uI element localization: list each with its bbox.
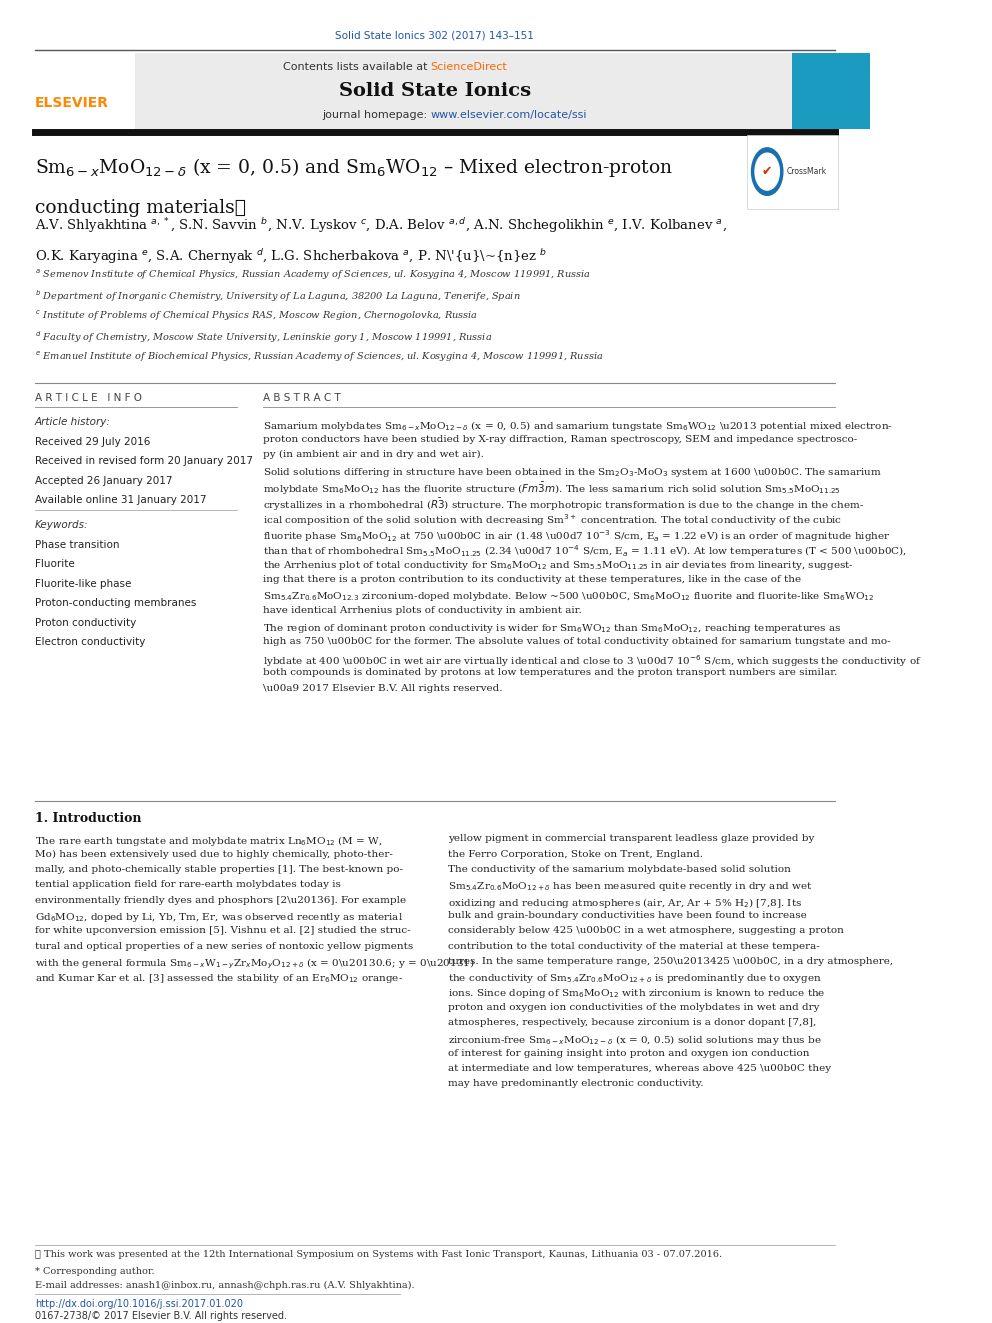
Text: than that of rhombohedral Sm$_{5.5}$MoO$_{11.25}$ (2.34 \u00d7 10$^{-4}$ S/cm, E: than that of rhombohedral Sm$_{5.5}$MoO$… bbox=[263, 544, 907, 560]
Text: lybdate at 400 \u00b0C in wet air are virtually identical and close to 3 \u00d7 : lybdate at 400 \u00b0C in wet air are vi… bbox=[263, 652, 922, 668]
Text: Electron conductivity: Electron conductivity bbox=[35, 638, 145, 647]
Text: Received in revised form 20 January 2017: Received in revised form 20 January 2017 bbox=[35, 456, 253, 466]
Text: ions. Since doping of Sm$_6$MoO$_{12}$ with zirconium is known to reduce the: ions. Since doping of Sm$_6$MoO$_{12}$ w… bbox=[448, 987, 825, 1000]
Text: tential application field for rare-earth molybdates today is: tential application field for rare-earth… bbox=[35, 880, 340, 889]
Text: both compounds is dominated by protons at low temperatures and the proton transp: both compounds is dominated by protons a… bbox=[263, 668, 837, 677]
Text: molybdate Sm$_6$MoO$_{12}$ has the fluorite structure ($Fm\bar{3}m$). The less s: molybdate Sm$_6$MoO$_{12}$ has the fluor… bbox=[263, 482, 840, 497]
Text: bulk and grain-boundary conductivities have been found to increase: bulk and grain-boundary conductivities h… bbox=[448, 912, 806, 919]
FancyBboxPatch shape bbox=[792, 53, 870, 130]
Circle shape bbox=[755, 153, 780, 191]
Text: considerably below 425 \u00b0C in a wet atmosphere, suggesting a proton: considerably below 425 \u00b0C in a wet … bbox=[448, 926, 844, 935]
Text: Phase transition: Phase transition bbox=[35, 540, 119, 549]
Text: environmentally friendly dyes and phosphors [2\u20136]. For example: environmentally friendly dyes and phosph… bbox=[35, 896, 406, 905]
Text: www.elsevier.com/locate/ssi: www.elsevier.com/locate/ssi bbox=[431, 110, 587, 120]
Text: Fluorite: Fluorite bbox=[35, 560, 74, 569]
Text: yellow pigment in commercial transparent leadless glaze provided by: yellow pigment in commercial transparent… bbox=[448, 835, 814, 843]
Text: oxidizing and reducing atmospheres (air, Ar, Ar + 5% H$_2$) [7,8]. Its: oxidizing and reducing atmospheres (air,… bbox=[448, 896, 803, 910]
Text: E-mail addresses: anash1@inbox.ru, annash@chph.ras.ru (A.V. Shlyakhtina).: E-mail addresses: anash1@inbox.ru, annas… bbox=[35, 1281, 415, 1290]
Text: zirconium-free Sm$_{6-x}$MoO$_{12-\delta}$ (x = 0, 0.5) solid solutions may thus: zirconium-free Sm$_{6-x}$MoO$_{12-\delta… bbox=[448, 1033, 821, 1048]
Text: ical composition of the solid solution with decreasing Sm$^{3+}$ concentration. : ical composition of the solid solution w… bbox=[263, 512, 842, 528]
Text: ✔: ✔ bbox=[762, 165, 773, 179]
Text: fluorite phase Sm$_6$MoO$_{12}$ at 750 \u00b0C in air (1.48 \u00d7 10$^{-3}$ S/c: fluorite phase Sm$_6$MoO$_{12}$ at 750 \… bbox=[263, 528, 890, 544]
Text: Gd$_6$MO$_{12}$, doped by Li, Yb, Tm, Er, was observed recently as material: Gd$_6$MO$_{12}$, doped by Li, Yb, Tm, Er… bbox=[35, 912, 403, 923]
Text: 0167-2738/© 2017 Elsevier B.V. All rights reserved.: 0167-2738/© 2017 Elsevier B.V. All right… bbox=[35, 1311, 287, 1320]
Text: * Corresponding author.: * Corresponding author. bbox=[35, 1267, 155, 1277]
Text: A.V. Shlyakhtina $^{a,*}$, S.N. Savvin $^{b}$, N.V. Lyskov $^{c}$, D.A. Belov $^: A.V. Shlyakhtina $^{a,*}$, S.N. Savvin $… bbox=[35, 217, 727, 235]
Text: crystallizes in a rhombohedral ($\bar{R3}$) structure. The morphotropic transfor: crystallizes in a rhombohedral ($\bar{R3… bbox=[263, 497, 864, 513]
Text: Sm$_{5.4}$Zr$_{0.6}$MoO$_{12+\delta}$ has been measured quite recently in dry an: Sm$_{5.4}$Zr$_{0.6}$MoO$_{12+\delta}$ ha… bbox=[448, 880, 812, 893]
Text: have identical Arrhenius plots of conductivity in ambient air.: have identical Arrhenius plots of conduc… bbox=[263, 606, 581, 615]
Text: ScienceDirect: ScienceDirect bbox=[431, 62, 507, 71]
Text: $^{b}$ Department of Inorganic Chemistry, University of La Laguna, 38200 La Lagu: $^{b}$ Department of Inorganic Chemistry… bbox=[35, 288, 521, 304]
Text: The rare earth tungstate and molybdate matrix Ln$_6$MO$_{12}$ (M = W,: The rare earth tungstate and molybdate m… bbox=[35, 835, 383, 848]
Text: for white upconversion emission [5]. Vishnu et al. [2] studied the struc-: for white upconversion emission [5]. Vis… bbox=[35, 926, 411, 935]
Text: Contents lists available at: Contents lists available at bbox=[283, 62, 431, 71]
Text: conducting materials☆: conducting materials☆ bbox=[35, 200, 246, 217]
Text: Sm$_{5.4}$Zr$_{0.6}$MoO$_{12.3}$ zirconium-doped molybdate. Below ~500 \u00b0C, : Sm$_{5.4}$Zr$_{0.6}$MoO$_{12.3}$ zirconi… bbox=[263, 590, 874, 603]
Text: at intermediate and low temperatures, whereas above 425 \u00b0C they: at intermediate and low temperatures, wh… bbox=[448, 1064, 831, 1073]
Text: Keywords:: Keywords: bbox=[35, 520, 88, 531]
Text: journal homepage:: journal homepage: bbox=[322, 110, 431, 120]
Text: Solid State Ionics 302 (2017) 143–151: Solid State Ionics 302 (2017) 143–151 bbox=[335, 30, 535, 41]
Text: mally, and photo-chemically stable properties [1]. The best-known po-: mally, and photo-chemically stable prope… bbox=[35, 865, 403, 875]
Text: $^{c}$ Institute of Problems of Chemical Physics RAS, Moscow Region, Chernogolov: $^{c}$ Institute of Problems of Chemical… bbox=[35, 308, 478, 323]
Text: Available online 31 January 2017: Available online 31 January 2017 bbox=[35, 495, 206, 505]
Text: Fluorite-like phase: Fluorite-like phase bbox=[35, 578, 131, 589]
Text: Received 29 July 2016: Received 29 July 2016 bbox=[35, 437, 150, 447]
FancyBboxPatch shape bbox=[135, 53, 792, 130]
FancyBboxPatch shape bbox=[747, 135, 837, 209]
Text: Accepted 26 January 2017: Accepted 26 January 2017 bbox=[35, 476, 173, 486]
Text: A B S T R A C T: A B S T R A C T bbox=[263, 393, 340, 404]
Text: proton and oxygen ion conductivities of the molybdates in wet and dry: proton and oxygen ion conductivities of … bbox=[448, 1003, 819, 1012]
Text: CrossMark: CrossMark bbox=[787, 167, 826, 176]
Text: A R T I C L E   I N F O: A R T I C L E I N F O bbox=[35, 393, 142, 404]
Text: of interest for gaining insight into proton and oxygen ion conduction: of interest for gaining insight into pro… bbox=[448, 1049, 809, 1057]
Text: and Kumar Kar et al. [3] assessed the stability of an Er$_6$MO$_{12}$ orange-: and Kumar Kar et al. [3] assessed the st… bbox=[35, 972, 403, 986]
Text: 1. Introduction: 1. Introduction bbox=[35, 812, 141, 824]
Text: The conductivity of the samarium molybdate-based solid solution: The conductivity of the samarium molybda… bbox=[448, 865, 791, 875]
Text: $^{a}$ Semenov Institute of Chemical Physics, Russian Academy of Sciences, ul. K: $^{a}$ Semenov Institute of Chemical Phy… bbox=[35, 269, 590, 282]
Text: may have predominantly electronic conductivity.: may have predominantly electronic conduc… bbox=[448, 1080, 703, 1089]
Text: high as 750 \u00b0C for the former. The absolute values of total conductivity ob: high as 750 \u00b0C for the former. The … bbox=[263, 638, 890, 646]
Text: The region of dominant proton conductivity is wider for Sm$_6$WO$_{12}$ than Sm$: The region of dominant proton conductivi… bbox=[263, 622, 841, 635]
Text: the Ferro Corporation, Stoke on Trent, England.: the Ferro Corporation, Stoke on Trent, E… bbox=[448, 849, 703, 859]
Text: tural and optical properties of a new series of nontoxic yellow pigments: tural and optical properties of a new se… bbox=[35, 942, 413, 950]
Text: Samarium molybdates Sm$_{6-x}$MoO$_{12-\delta}$ (x = 0, 0.5) and samarium tungst: Samarium molybdates Sm$_{6-x}$MoO$_{12-\… bbox=[263, 419, 893, 433]
Text: ing that there is a proton contribution to its conductivity at these temperature: ing that there is a proton contribution … bbox=[263, 574, 801, 583]
Text: Proton-conducting membranes: Proton-conducting membranes bbox=[35, 598, 196, 609]
Text: Sm$_{6-x}$MoO$_{12-\delta}$ (x = 0, 0.5) and Sm$_6$WO$_{12}$ – Mixed electron-pr: Sm$_{6-x}$MoO$_{12-\delta}$ (x = 0, 0.5)… bbox=[35, 156, 673, 179]
Text: the Arrhenius plot of total conductivity for Sm$_6$MoO$_{12}$ and Sm$_{5.5}$MoO$: the Arrhenius plot of total conductivity… bbox=[263, 560, 853, 573]
Text: \u00a9 2017 Elsevier B.V. All rights reserved.: \u00a9 2017 Elsevier B.V. All rights res… bbox=[263, 684, 502, 693]
Text: http://dx.doi.org/10.1016/j.ssi.2017.01.020: http://dx.doi.org/10.1016/j.ssi.2017.01.… bbox=[35, 1299, 243, 1308]
Text: Solid solutions differing in structure have been obtained in the Sm$_2$O$_3$-MoO: Solid solutions differing in structure h… bbox=[263, 466, 882, 479]
Text: ELSEVIER: ELSEVIER bbox=[35, 95, 108, 110]
Circle shape bbox=[752, 148, 783, 196]
Text: the conductivity of Sm$_{5.4}$Zr$_{0.6}$MoO$_{12+\delta}$ is predominantly due t: the conductivity of Sm$_{5.4}$Zr$_{0.6}$… bbox=[448, 972, 821, 986]
Text: Mo) has been extensively used due to highly chemically, photo-ther-: Mo) has been extensively used due to hig… bbox=[35, 849, 393, 859]
Text: contribution to the total conductivity of the material at these tempera-: contribution to the total conductivity o… bbox=[448, 942, 819, 950]
Text: proton conductors have been studied by X-ray diffraction, Raman spectroscopy, SE: proton conductors have been studied by X… bbox=[263, 435, 857, 443]
Text: Proton conductivity: Proton conductivity bbox=[35, 618, 136, 628]
Text: atmospheres, respectively, because zirconium is a donor dopant [7,8],: atmospheres, respectively, because zirco… bbox=[448, 1019, 816, 1027]
Text: ★ This work was presented at the 12th International Symposium on Systems with Fa: ★ This work was presented at the 12th In… bbox=[35, 1250, 722, 1259]
Text: py (in ambient air and in dry and wet air).: py (in ambient air and in dry and wet ai… bbox=[263, 450, 483, 459]
Text: Article history:: Article history: bbox=[35, 417, 111, 427]
Text: $^{d}$ Faculty of Chemistry, Moscow State University, Leninskie gory 1, Moscow 1: $^{d}$ Faculty of Chemistry, Moscow Stat… bbox=[35, 329, 492, 345]
Text: with the general formula Sm$_{6-x}$W$_{1-y}$Zr$_x$Mo$_y$O$_{12+\delta}$ (x = 0\u: with the general formula Sm$_{6-x}$W$_{1… bbox=[35, 957, 474, 971]
Text: O.K. Karyagina $^{e}$, S.A. Chernyak $^{d}$, L.G. Shcherbakova $^{a}$, P. N\'{u}: O.K. Karyagina $^{e}$, S.A. Chernyak $^{… bbox=[35, 247, 547, 266]
Text: tures. In the same temperature range, 250\u2013425 \u00b0C, in a dry atmosphere,: tures. In the same temperature range, 25… bbox=[448, 957, 893, 966]
Text: Solid State Ionics: Solid State Ionics bbox=[339, 82, 531, 99]
Text: $^{e}$ Emanuel Institute of Biochemical Physics, Russian Academy of Sciences, ul: $^{e}$ Emanuel Institute of Biochemical … bbox=[35, 349, 603, 364]
FancyBboxPatch shape bbox=[35, 53, 166, 130]
